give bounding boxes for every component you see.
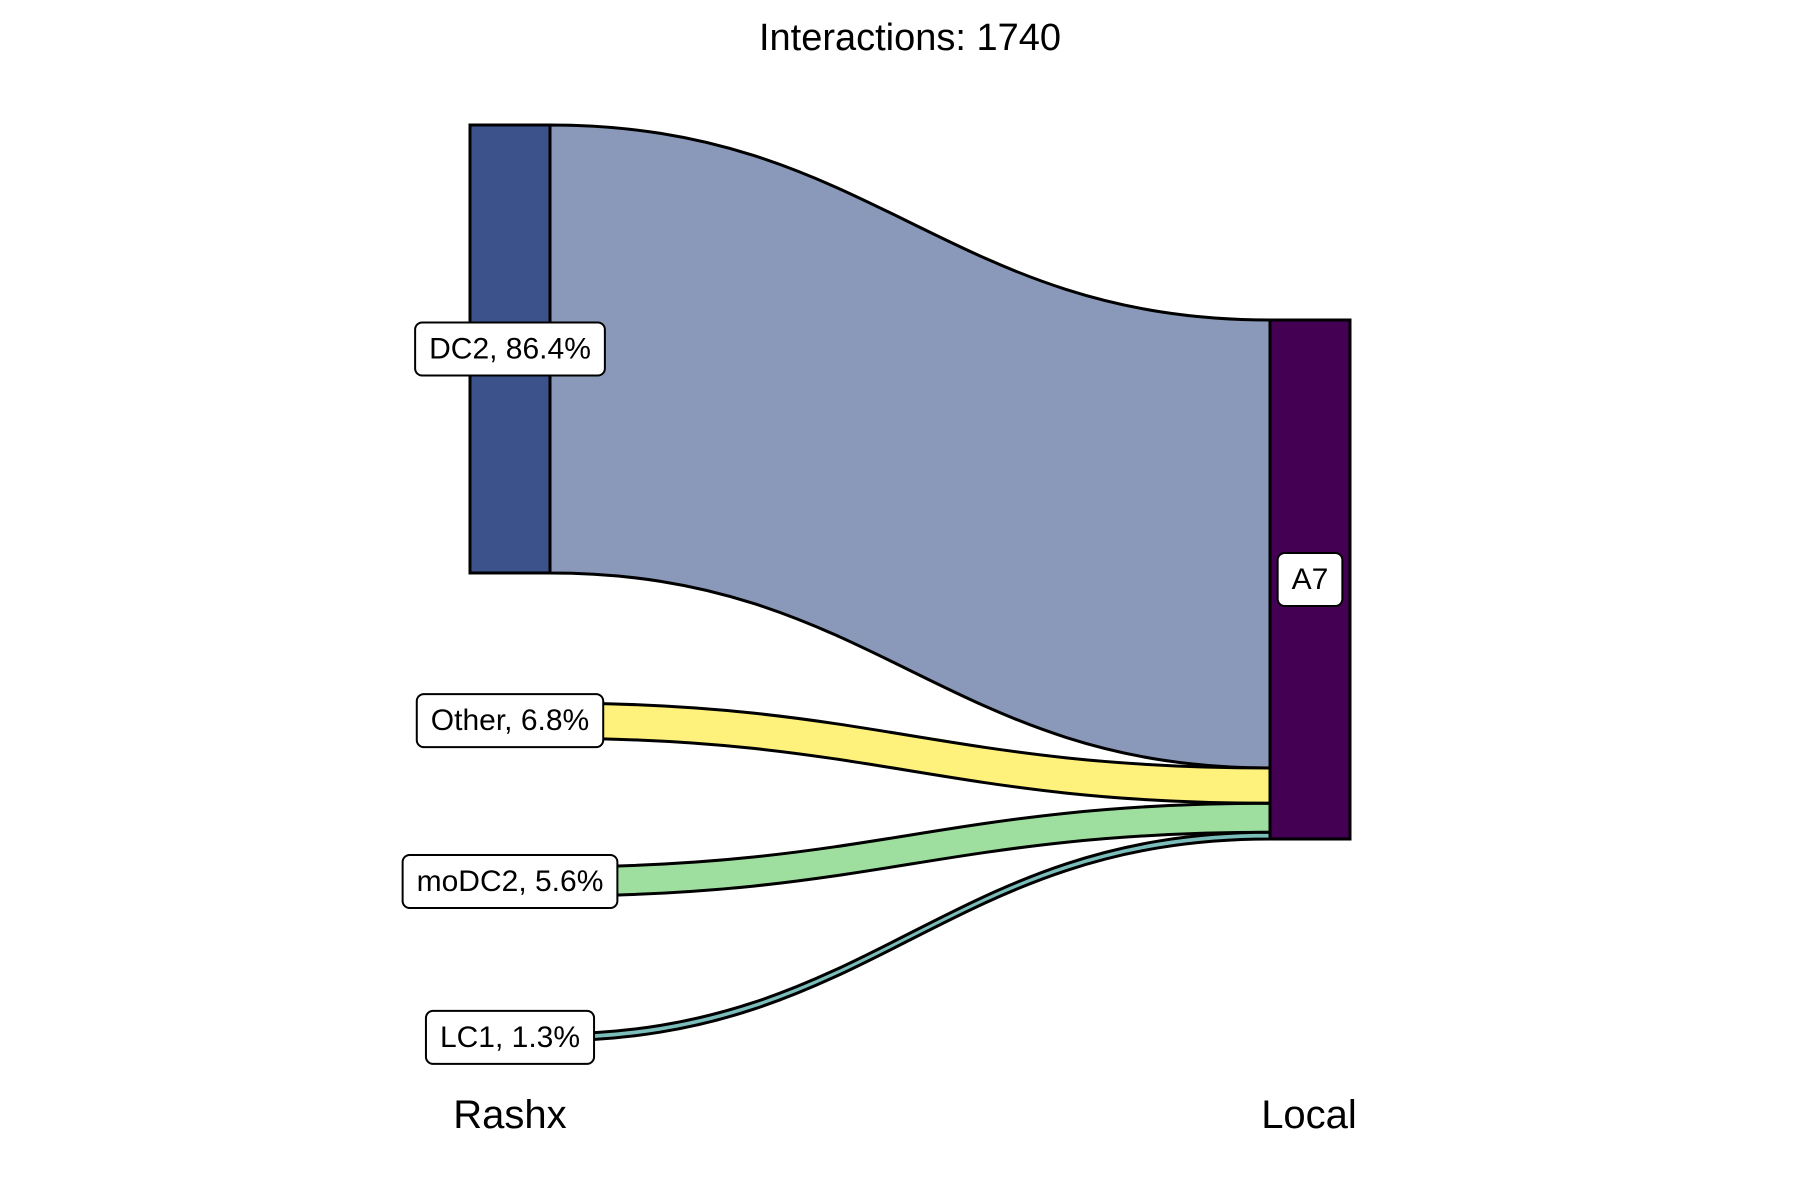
flows-layer: [548, 123, 1272, 1043]
axis-label-target: Local: [1261, 1093, 1357, 1137]
label-dc2-text: DC2, 86.4%: [429, 332, 591, 365]
label-dc2-box: [414, 321, 606, 377]
label-other-text: Other, 6.8%: [431, 704, 589, 737]
label-dc2: DC2, 86.4%: [414, 321, 606, 377]
label-lc1: LC1, 1.3%: [424, 1009, 596, 1065]
chart-title: Interactions: 1740: [759, 17, 1061, 59]
label-a7: A7: [1276, 552, 1344, 608]
label-a7-text: A7: [1292, 563, 1329, 596]
label-modc2: moDC2, 5.6%: [401, 854, 619, 910]
label-lc1-text: LC1, 1.3%: [440, 1021, 580, 1054]
label-a7-box: [1276, 552, 1344, 608]
label-other-box: [415, 693, 605, 749]
flow-dc2-to-a7: [548, 123, 1272, 770]
labels-layer: DC2, 86.4% Other, 6.8% moDC2, 5.6% LC1, 1.3…: [401, 321, 1344, 1065]
label-modc2-text: moDC2, 5.6%: [417, 865, 604, 898]
label-lc1-box: [424, 1009, 596, 1065]
axis-label-source: Rashx: [453, 1093, 566, 1137]
flow-modc2-to-a7: [548, 801, 1272, 898]
label-other: Other, 6.8%: [415, 693, 605, 749]
label-modc2-box: [401, 854, 619, 910]
